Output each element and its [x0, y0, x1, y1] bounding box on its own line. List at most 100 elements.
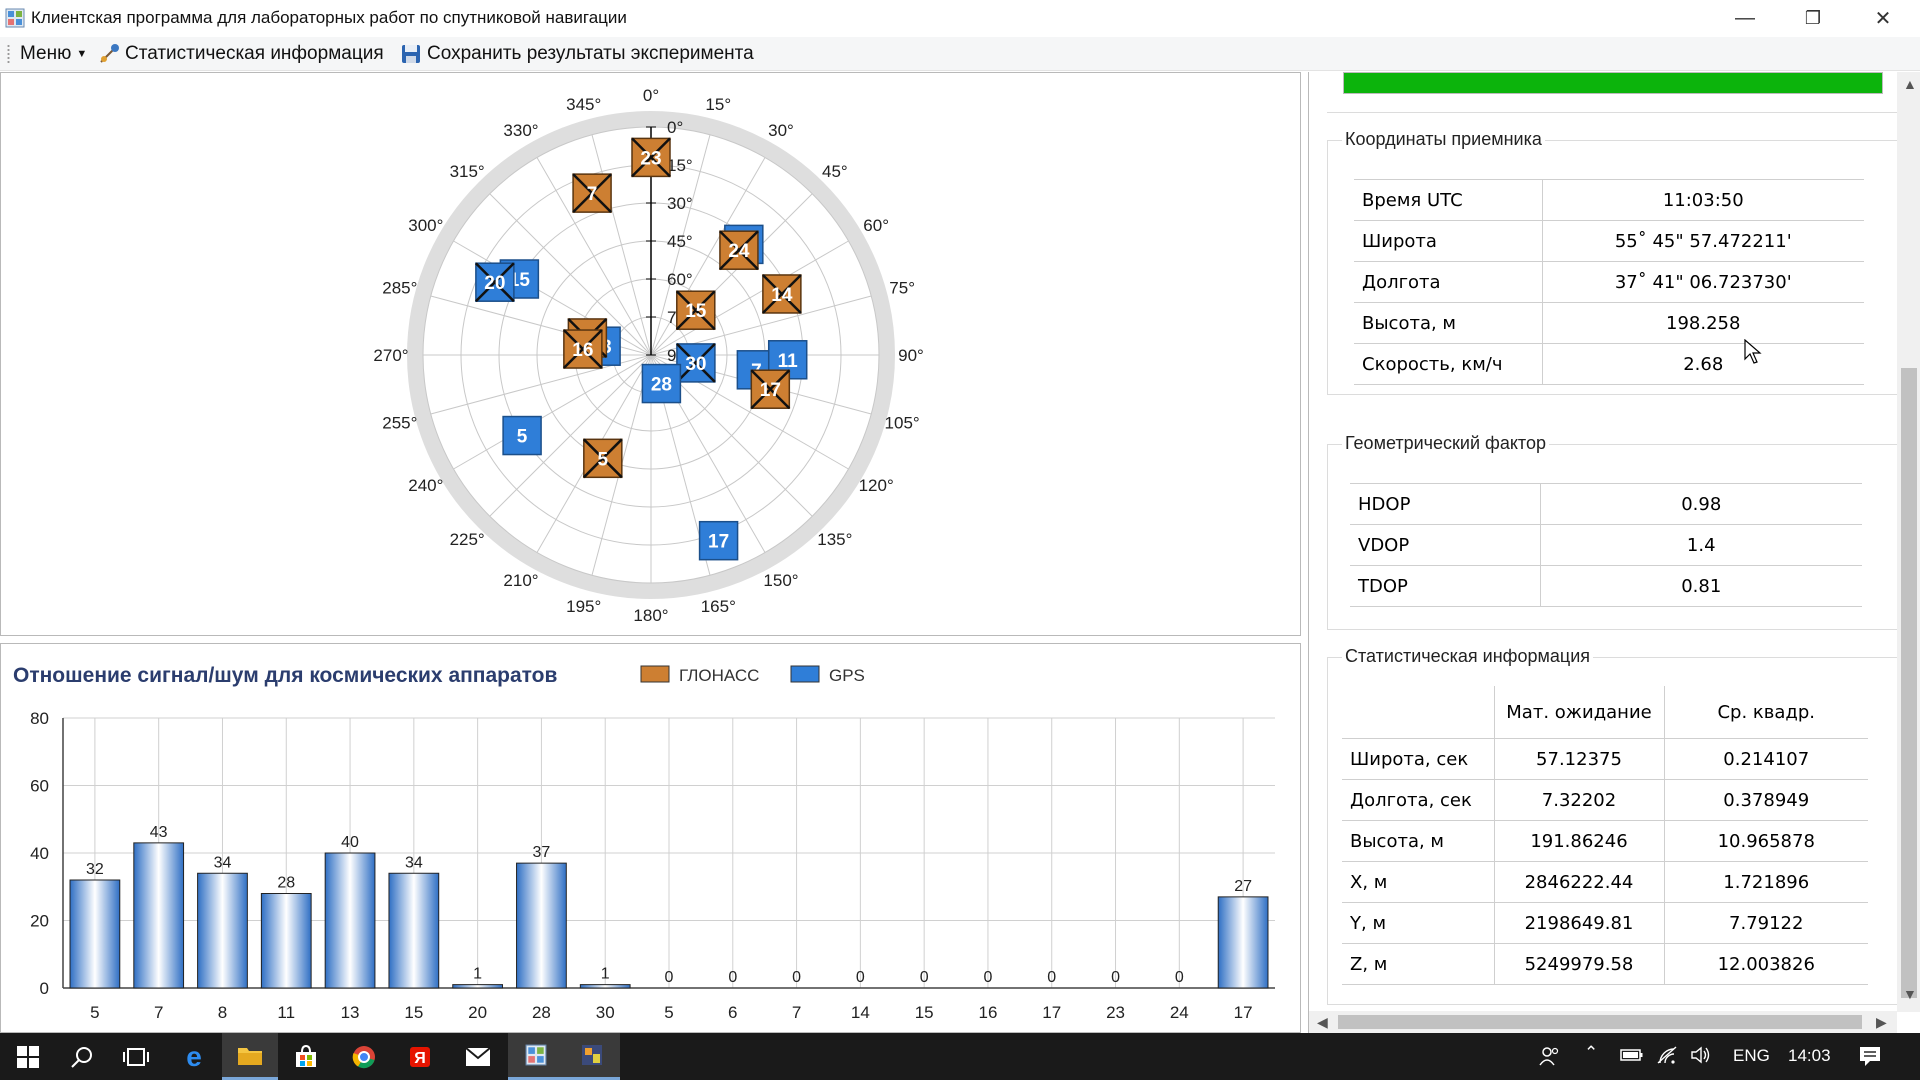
used-cross	[582, 438, 623, 479]
satellite-marker-glonass-7[interactable]: 7	[572, 173, 612, 214]
toolbar-grip-icon[interactable]	[7, 44, 10, 64]
azimuth-line	[650, 240, 849, 356]
table-row: Долгота, сек 7.32202 0.378949	[1342, 779, 1868, 821]
scroll-down-icon[interactable]: ▼	[1903, 986, 1917, 1002]
used-cross	[631, 137, 671, 178]
clock[interactable]: 14:03	[1788, 1046, 1831, 1065]
satellite-marker-glonass-23[interactable]: 23	[631, 137, 671, 178]
azimuth-label: 345°	[566, 95, 601, 114]
chrome-icon[interactable]	[336, 1033, 392, 1080]
geometric-factor-title: Геометрический фактор	[1342, 433, 1549, 454]
bar-value-label: 34	[214, 854, 232, 871]
satellite-marker-glonass-14[interactable]: 14	[761, 274, 802, 314]
satellite-marker-glonass-16[interactable]: 16	[562, 329, 603, 369]
row-value: 37˚ 41" 06.723730'	[1541, 261, 1864, 303]
row-std: 0.378949	[1663, 779, 1868, 821]
minimize-button[interactable]: —	[1735, 7, 1755, 29]
azimuth-label: 180°	[633, 606, 668, 625]
row-label: Высота, м	[1354, 302, 1542, 344]
battery-icon[interactable]	[1620, 1045, 1644, 1070]
horizontal-scroll-thumb[interactable]	[1338, 1015, 1862, 1029]
navigation-app-taskbar-icon[interactable]	[508, 1033, 564, 1080]
azimuth-label: 240°	[408, 476, 443, 495]
second-app-taskbar-icon[interactable]	[564, 1033, 620, 1080]
bar-value-label: 28	[277, 875, 295, 892]
satellite-marker-gps-17[interactable]: 17	[698, 520, 739, 561]
scroll-up-icon[interactable]: ▲	[1903, 76, 1917, 92]
task-view-icon[interactable]	[108, 1033, 164, 1080]
stats-menu-item[interactable]: Статистическая информация	[98, 43, 384, 65]
mail-icon[interactable]	[450, 1033, 506, 1080]
windows-start-icon[interactable]	[0, 1033, 56, 1080]
search-icon[interactable]	[54, 1033, 110, 1080]
menu-dropdown[interactable]: Меню ▼	[20, 43, 87, 65]
scroll-left-icon[interactable]: ◀	[1317, 1014, 1328, 1030]
snr-bar	[388, 872, 440, 989]
satellite-id: 5	[598, 449, 609, 470]
volume-icon[interactable]	[1690, 1045, 1712, 1070]
snr-bar	[69, 879, 121, 989]
scroll-right-icon[interactable]: ▶	[1876, 1014, 1887, 1030]
vertical-scroll-thumb[interactable]	[1901, 368, 1917, 998]
table-row: X, м 2846222.44 1.721896	[1342, 861, 1868, 903]
show-hidden-icons-icon[interactable]: ⌃	[1584, 1043, 1599, 1062]
edge-browser-icon[interactable]: e	[186, 1040, 202, 1072]
language-indicator[interactable]: ENG	[1733, 1046, 1770, 1065]
azimuth-label: 300°	[408, 216, 443, 235]
close-button[interactable]: ✕	[1874, 8, 1892, 30]
azimuth-label: 60°	[863, 216, 889, 235]
azimuth-label: 315°	[450, 162, 485, 181]
satellite-marker-gps-28[interactable]: 28	[641, 363, 682, 404]
snr-bar	[197, 872, 248, 989]
horizontal-scrollbar[interactable]: ◀ ▶	[1309, 1011, 1897, 1033]
save-results-menu-item[interactable]: Сохранить результаты эксперимента	[400, 43, 754, 65]
satellite-marker-glonass-17[interactable]: 17	[750, 369, 791, 410]
snr-bar	[579, 984, 631, 989]
satellite-marker-gps-30[interactable]: 30	[676, 343, 716, 383]
satellite-id: 24	[728, 241, 750, 262]
statistics-group: Статистическая информация Мат. ожидание …	[1327, 646, 1903, 1005]
restore-button[interactable]: ❐	[1804, 8, 1822, 28]
table-row: Высота, м 191.86246 10.965878	[1342, 820, 1868, 862]
table-row: Широта 55˚ 45" 57.472211'	[1354, 220, 1864, 262]
legend-label: GPS	[829, 666, 865, 685]
satellite-id: 23	[640, 148, 661, 169]
bar-value-label: 27	[1234, 878, 1252, 895]
used-cross	[761, 274, 802, 314]
vertical-scrollbar[interactable]: ▲ ▼	[1897, 72, 1920, 1012]
yandex-browser-icon[interactable]: Я	[392, 1033, 448, 1080]
azimuth-label: 195°	[566, 597, 601, 616]
table-row: Долгота 37˚ 41" 06.723730'	[1354, 261, 1864, 303]
satellite-marker-gps-20[interactable]: 20	[474, 262, 515, 303]
file-explorer-icon[interactable]	[222, 1033, 278, 1080]
azimuth-line	[591, 134, 652, 356]
store-icon[interactable]	[278, 1033, 334, 1080]
snr-bar	[1217, 896, 1269, 989]
wifi-icon[interactable]	[1656, 1045, 1678, 1070]
people-icon[interactable]	[1538, 1045, 1560, 1072]
row-std: 0.214107	[1663, 738, 1868, 780]
satellite-marker-glonass-24[interactable]: 24	[719, 230, 759, 271]
dropdown-arrow-icon: ▼	[76, 48, 88, 60]
used-cross	[719, 230, 759, 271]
skyplot: 0° 15°30°45°60°75°90°105°120°135°150°165°…	[373, 86, 923, 625]
action-center-icon[interactable]	[1858, 1045, 1882, 1072]
x-tick-label: 11	[277, 1003, 295, 1022]
window-title: Клиентская программа для лабораторных ра…	[31, 8, 627, 27]
elevation-label: 15°	[667, 156, 693, 175]
row-value: 198.258	[1541, 302, 1864, 344]
x-tick-label: 28	[532, 1003, 551, 1022]
satellite-id: 17	[708, 532, 729, 553]
used-cross	[676, 343, 716, 383]
satellite-marker-glonass-15[interactable]: 15	[675, 290, 716, 331]
menu-label: Меню	[20, 43, 72, 64]
used-cross	[675, 290, 716, 331]
x-tick-label: 17	[1234, 1003, 1253, 1022]
info-panel: Координаты приемника Время UTC 11:03:50 Ш…	[1308, 72, 1920, 1033]
satellite-marker-gps-5[interactable]: 5	[502, 415, 542, 456]
satellite-marker-glonass-5[interactable]: 5	[582, 438, 623, 479]
snr-bar	[452, 984, 504, 989]
bar-value-label: 0	[920, 969, 929, 986]
y-tick-label: 80	[30, 709, 49, 728]
bar-value-label: 0	[983, 969, 992, 986]
